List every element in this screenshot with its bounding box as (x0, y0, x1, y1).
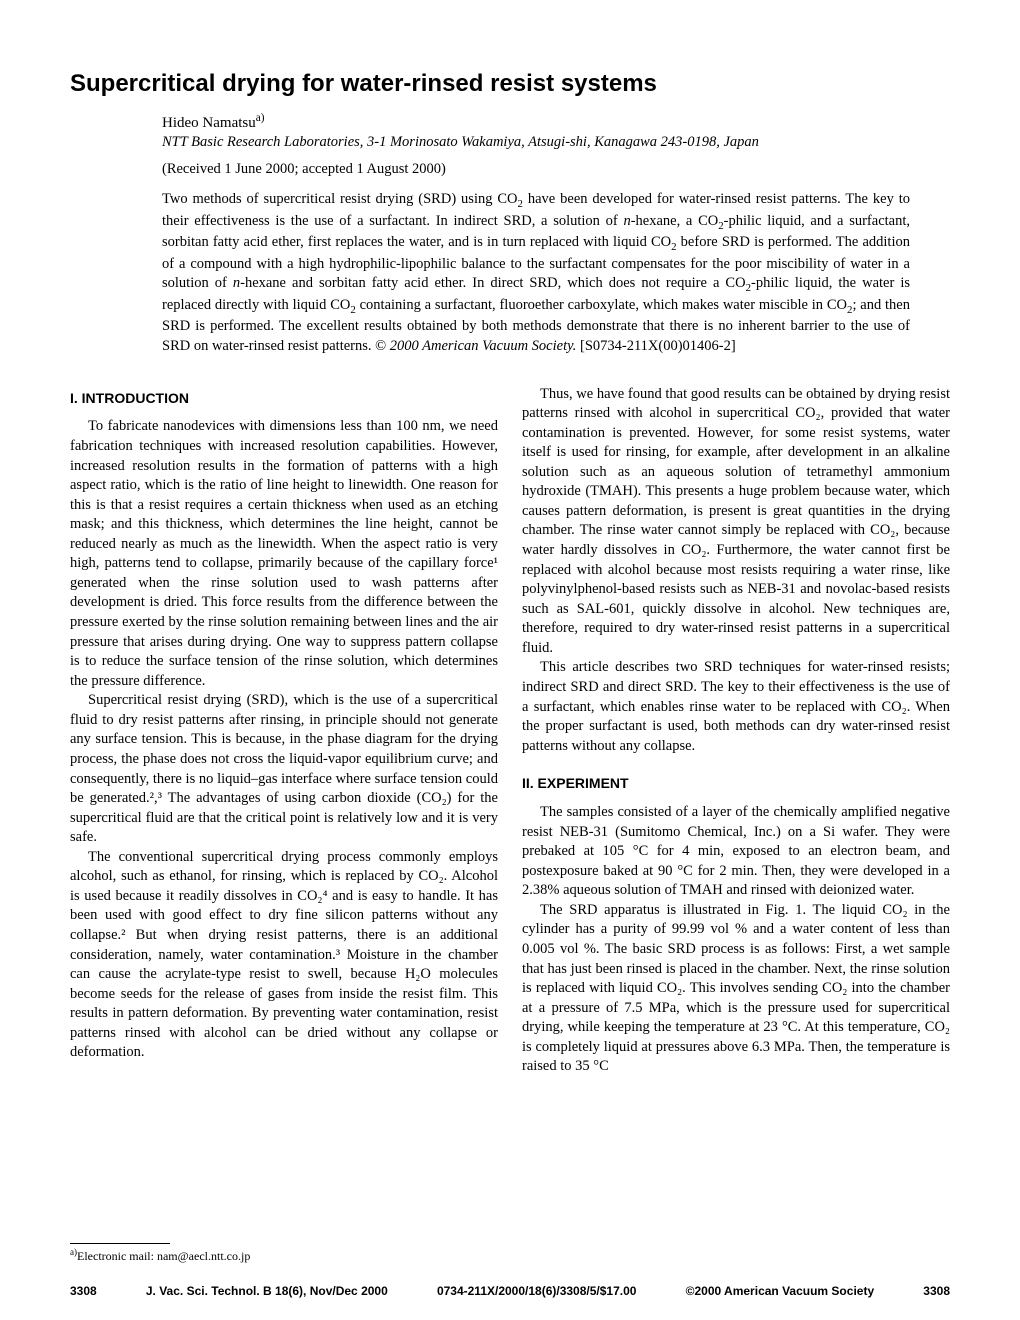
received-accepted-dates: (Received 1 June 2000; accepted 1 August… (162, 161, 950, 178)
article-title: Supercritical drying for water-rinsed re… (70, 70, 950, 98)
page-footer: 3308 J. Vac. Sci. Technol. B 18(6), Nov/… (70, 1284, 950, 1298)
section-heading-introduction: I. INTRODUCTION (70, 389, 498, 408)
abstract-text: -hexane and sorbitan fatty acid ether. I… (240, 275, 745, 291)
body-paragraph: To fabricate nanodevices with dimensions… (70, 417, 498, 691)
footnote-body: Electronic mail: nam@aecl.ntt.co.jp (77, 1249, 250, 1263)
author-block: Hideo Namatsua) NTT Basic Research Labor… (162, 112, 950, 151)
body-paragraph: The samples consisted of a layer of the … (522, 803, 950, 901)
journal-info: J. Vac. Sci. Technol. B 18(6), Nov/Dec 2… (146, 1284, 388, 1298)
page-number-left: 3308 (70, 1284, 97, 1298)
author-name: Hideo Namatsua) (162, 112, 950, 132)
author-text: Hideo Namatsu (162, 115, 256, 131)
affiliation: NTT Basic Research Laboratories, 3-1 Mor… (162, 134, 950, 151)
section-heading-experiment: II. EXPERIMENT (522, 774, 950, 793)
abstract-text: -hexane, a CO (631, 213, 719, 229)
author-superscript: a) (256, 112, 265, 124)
right-column: Thus, we have found that good results ca… (522, 385, 950, 1077)
two-column-body: I. INTRODUCTION To fabricate nanodevices… (70, 385, 950, 1077)
body-paragraph: The SRD apparatus is illustrated in Fig.… (522, 901, 950, 1077)
body-paragraph: The conventional supercritical drying pr… (70, 848, 498, 1063)
page-number-right: 3308 (923, 1284, 950, 1298)
doi-code: [S0734-211X(00)01406-2] (576, 338, 735, 354)
footnote-text: a)Electronic mail: nam@aecl.ntt.co.jp (70, 1247, 490, 1264)
copyright: 2000 American Vacuum Society. (390, 338, 577, 354)
abstract: Two methods of supercritical resist dryi… (162, 190, 910, 357)
italic-n: n (623, 213, 630, 229)
body-paragraph: This article describes two SRD technique… (522, 658, 950, 756)
footer-copyright: ©2000 American Vacuum Society (686, 1284, 875, 1298)
footnote-label: a) (70, 1247, 77, 1257)
footnote: a)Electronic mail: nam@aecl.ntt.co.jp (70, 1243, 170, 1264)
issn-info: 0734-211X/2000/18(6)/3308/5/$17.00 (437, 1284, 637, 1298)
abstract-text: Two methods of supercritical resist dryi… (162, 191, 518, 207)
abstract-text: containing a surfactant, fluoroether car… (356, 297, 847, 313)
body-paragraph: Supercritical resist drying (SRD), which… (70, 691, 498, 848)
left-column: I. INTRODUCTION To fabricate nanodevices… (70, 385, 498, 1077)
body-paragraph: Thus, we have found that good results ca… (522, 385, 950, 659)
